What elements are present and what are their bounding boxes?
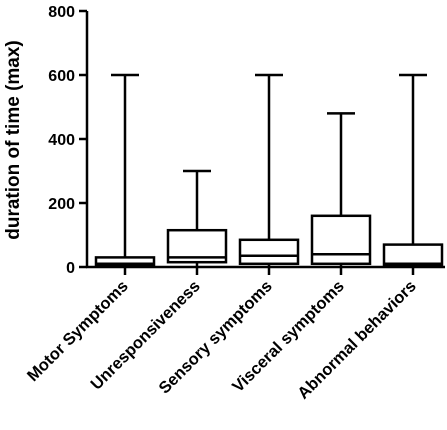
iqr-box — [382, 243, 444, 267]
y-tick-label: 0 — [66, 260, 75, 277]
box-motor-symptoms — [94, 73, 156, 267]
iqr-box — [310, 214, 372, 266]
y-tick-label: 200 — [48, 196, 75, 213]
y-axis: 0 200 400 600 800 — [48, 4, 89, 277]
y-axis-title: duration of time (max) — [3, 40, 24, 240]
x-category-label: Abnormal behaviors — [294, 277, 420, 403]
y-tick-label: 600 — [48, 68, 75, 85]
iqr-box — [94, 256, 156, 267]
box-unresponsiveness — [166, 169, 228, 267]
box-abnormal-behaviors — [382, 73, 444, 267]
iqr-box — [238, 238, 300, 266]
box-series — [94, 73, 444, 267]
y-tick-label: 800 — [48, 4, 75, 21]
box-visceral-symptoms — [310, 112, 372, 267]
y-tick-label: 400 — [48, 132, 75, 149]
box-sensory-symptoms — [238, 73, 300, 267]
